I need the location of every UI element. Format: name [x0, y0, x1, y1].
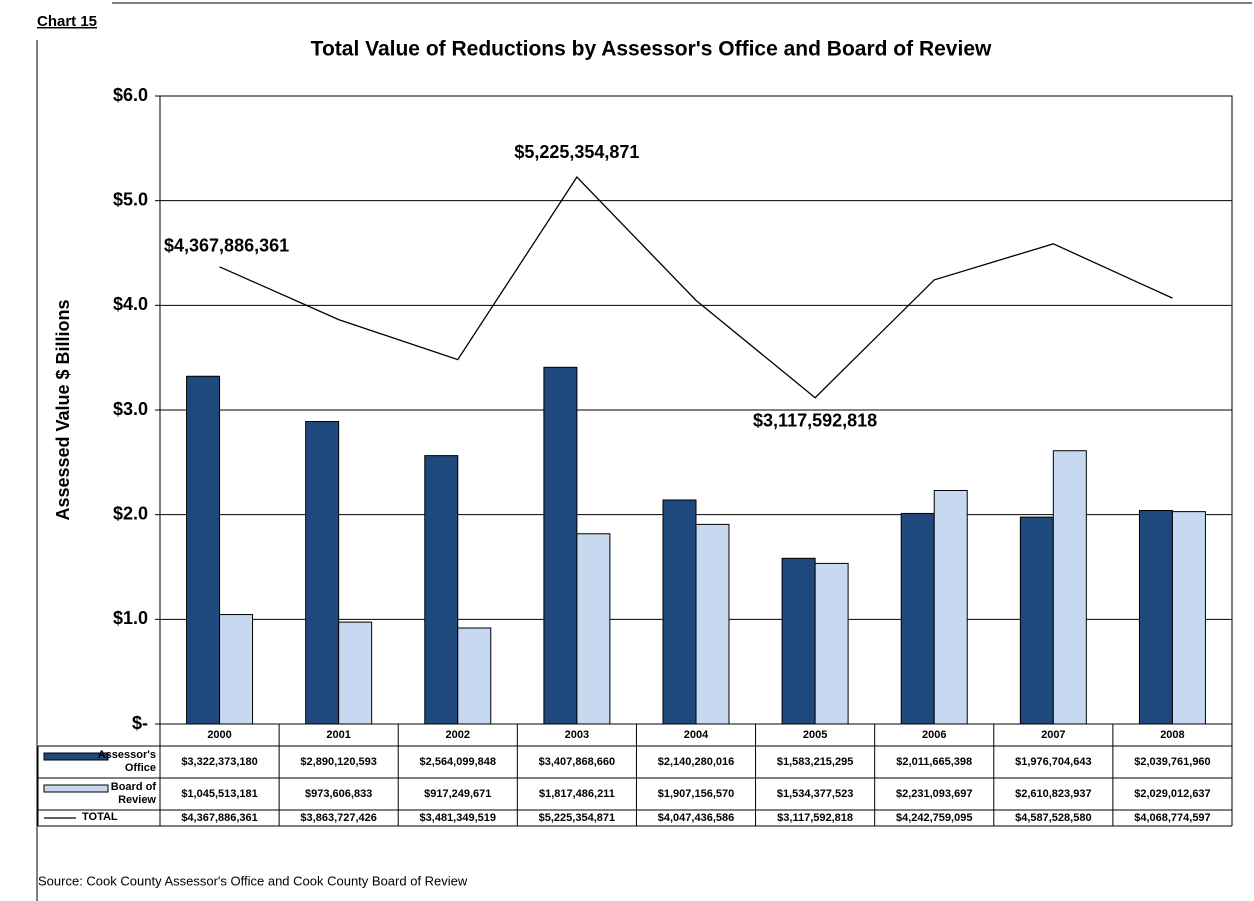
legend-label: Assessor's Office	[97, 749, 156, 774]
x-tick-label: 2008	[1160, 729, 1184, 741]
bar	[781, 557, 816, 725]
table-cell: $2,890,120,593	[300, 756, 376, 768]
x-tick-label: 2006	[922, 729, 946, 741]
chart-label: Chart 15	[37, 13, 97, 30]
y-tick-label: $-	[132, 713, 148, 733]
table-cell: $3,481,349,519	[420, 812, 496, 824]
annotation: $5,225,354,871	[514, 142, 639, 162]
bar	[424, 455, 459, 725]
table-cell: $2,039,761,960	[1134, 756, 1210, 768]
table-cell: $2,011,665,398	[896, 756, 972, 768]
x-tick-label: 2002	[446, 729, 470, 741]
table-cell: $1,817,486,211	[539, 788, 615, 800]
bar	[695, 523, 730, 725]
x-tick-label: 2000	[207, 729, 231, 741]
table-cell: $1,583,215,295	[777, 756, 853, 768]
bar	[1019, 516, 1054, 725]
annotation: $3,117,592,818	[753, 410, 877, 430]
legend-label: Board of Review	[110, 781, 156, 806]
table-cell: $5,225,354,871	[539, 812, 615, 824]
x-tick-label: 2007	[1041, 729, 1065, 741]
bar	[1171, 511, 1206, 725]
annotation: $4,367,886,361	[164, 236, 289, 256]
legend-key	[43, 752, 109, 761]
line	[219, 176, 1173, 399]
y-tick-label: $1.0	[113, 608, 148, 628]
x-tick-label: 2004	[684, 729, 709, 741]
bar	[543, 366, 578, 725]
bar	[338, 621, 373, 725]
y-tick-label: $3.0	[113, 399, 148, 419]
bar	[1138, 510, 1173, 725]
table-cell: $4,242,759,095	[896, 812, 972, 824]
table-cell: $1,976,704,643	[1015, 756, 1091, 768]
table-cell: $3,863,727,426	[300, 812, 376, 824]
table-cell: $973,606,833	[305, 788, 372, 800]
x-tick-label: 2005	[803, 729, 827, 741]
y-tick-label: $2.0	[113, 503, 148, 523]
bar	[814, 562, 849, 725]
table-cell: $3,407,868,660	[539, 756, 615, 768]
y-tick-label: $4.0	[113, 294, 148, 314]
chart-title: Total Value of Reductions by Assessor's …	[311, 38, 992, 61]
table-cell: $2,140,280,016	[658, 756, 734, 768]
table-cell: $2,029,012,637	[1134, 788, 1210, 800]
bar	[900, 512, 935, 725]
legend-key	[43, 784, 109, 793]
source: Source: Cook County Assessor's Office an…	[38, 873, 468, 888]
table-cell: $3,117,592,818	[777, 812, 853, 824]
table-cell: $1,907,156,570	[658, 788, 734, 800]
table-cell: $4,587,528,580	[1015, 812, 1091, 824]
x-tick-label: 2003	[565, 729, 589, 741]
legend-label: TOTAL	[82, 811, 118, 823]
table-cell: $2,610,823,937	[1015, 788, 1091, 800]
table-cell: $1,045,513,181	[181, 788, 257, 800]
table-cell: $3,322,373,180	[181, 756, 257, 768]
bar	[305, 421, 340, 725]
bar	[933, 489, 968, 725]
bar	[576, 533, 611, 725]
bar	[457, 627, 492, 725]
table-cell: $2,231,093,697	[896, 788, 972, 800]
y-tick-label: $5.0	[113, 189, 148, 209]
table-cell: $4,367,886,361	[181, 812, 257, 824]
bar	[1052, 450, 1087, 725]
table-cell: $4,068,774,597	[1134, 812, 1210, 824]
y-axis-label: Assessed Value $ Billions	[53, 299, 73, 520]
table-cell: $1,534,377,523	[777, 788, 853, 800]
frame	[36, 2, 1252, 901]
table-cell: $4,047,436,586	[658, 812, 734, 824]
bar	[219, 614, 254, 725]
table-cell: $2,564,099,848	[420, 756, 496, 768]
x-tick-label: 2001	[326, 729, 350, 741]
table-cell: $917,249,671	[424, 788, 491, 800]
bar	[662, 499, 697, 725]
bar	[186, 375, 221, 725]
y-tick-label: $6.0	[113, 85, 148, 105]
